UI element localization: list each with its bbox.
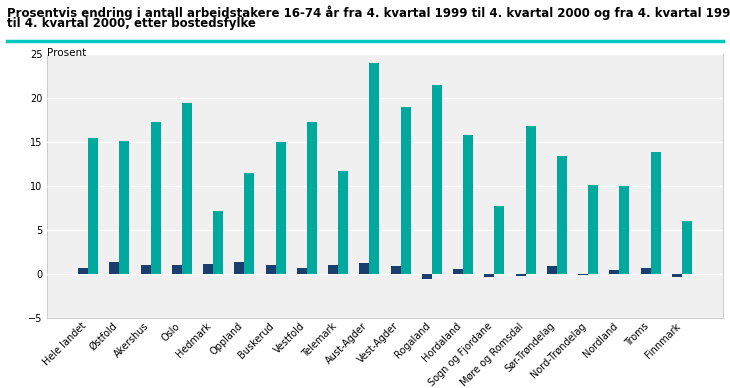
Bar [610,270,620,274]
Bar [401,107,411,274]
Bar [276,142,285,274]
Bar [453,269,464,274]
Text: til 4. kvartal 2000, etter bostedsfylke: til 4. kvartal 2000, etter bostedsfylke [7,17,256,31]
Bar [557,156,567,274]
Bar [172,265,182,274]
Bar [547,266,557,274]
Text: Prosent: Prosent [47,48,87,59]
Bar [338,171,348,274]
Bar [88,138,98,274]
Bar [266,265,276,274]
Bar [422,274,432,279]
Bar [464,135,473,274]
Bar [641,268,650,274]
Bar [141,265,150,274]
Bar [359,263,369,274]
Bar [432,85,442,274]
Bar [650,152,661,274]
Bar [307,122,317,274]
Bar [369,63,380,274]
Bar [182,103,192,274]
Bar [110,262,120,274]
Bar [485,274,494,277]
Bar [494,206,504,274]
Bar [391,266,401,274]
Bar [213,211,223,274]
Bar [245,173,255,274]
Bar [203,263,213,274]
Text: Prosentvis endring i antall arbeidstakere 16-74 år fra 4. kvartal 1999 til 4. kv: Prosentvis endring i antall arbeidstaker… [7,6,730,21]
Bar [526,126,536,274]
Bar [150,122,161,274]
Bar [620,186,629,274]
Bar [78,268,88,274]
Bar [578,274,588,275]
Bar [588,185,599,274]
Bar [672,274,682,277]
Bar [515,274,526,276]
Bar [328,265,338,274]
Bar [682,222,692,274]
Bar [297,268,307,274]
Bar [120,140,129,274]
Bar [234,262,245,274]
